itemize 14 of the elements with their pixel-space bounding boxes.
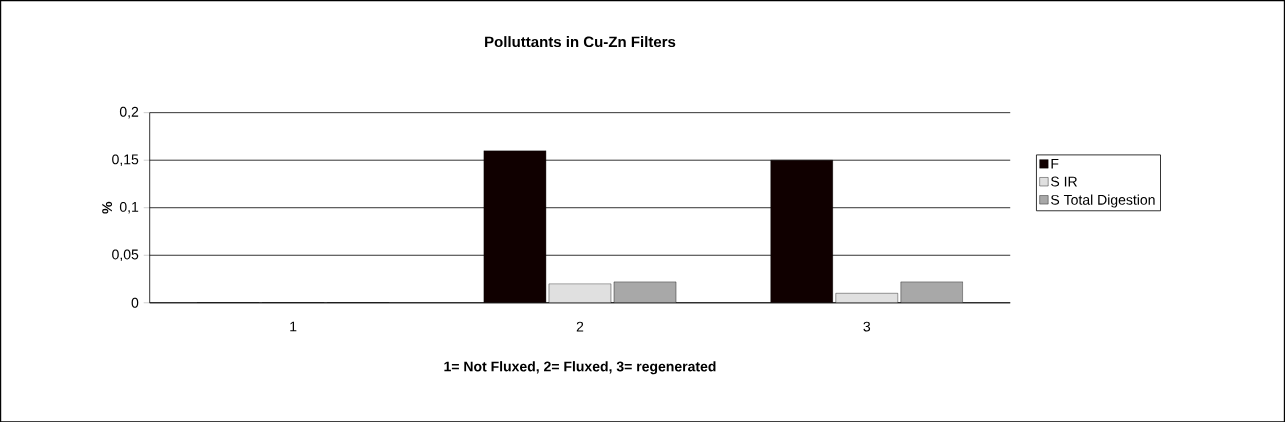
y-axis-title: % [102, 201, 113, 214]
y-tick-label: 0,2 [119, 106, 139, 119]
x-axis-title: 1= Not Fluxed, 2= Fluxed, 3= regenerated [444, 360, 716, 375]
legend-label: S Total Digestion [1051, 194, 1155, 208]
legend-label: F [1051, 158, 1059, 169]
y-tick-label: 0,05 [112, 249, 139, 261]
legend-label: S IR [1051, 176, 1077, 187]
y-tick-label: 0,1 [119, 201, 139, 214]
chart-title: Polluttants in Cu-Zn Filters [485, 35, 676, 47]
x-tick-label: 3 [863, 321, 871, 332]
x-tick-label: 2 [576, 321, 584, 332]
y-tick-label: 0,15 [112, 154, 139, 166]
y-tick-label: 0 [131, 297, 139, 308]
x-tick-label: 1 [290, 321, 297, 332]
